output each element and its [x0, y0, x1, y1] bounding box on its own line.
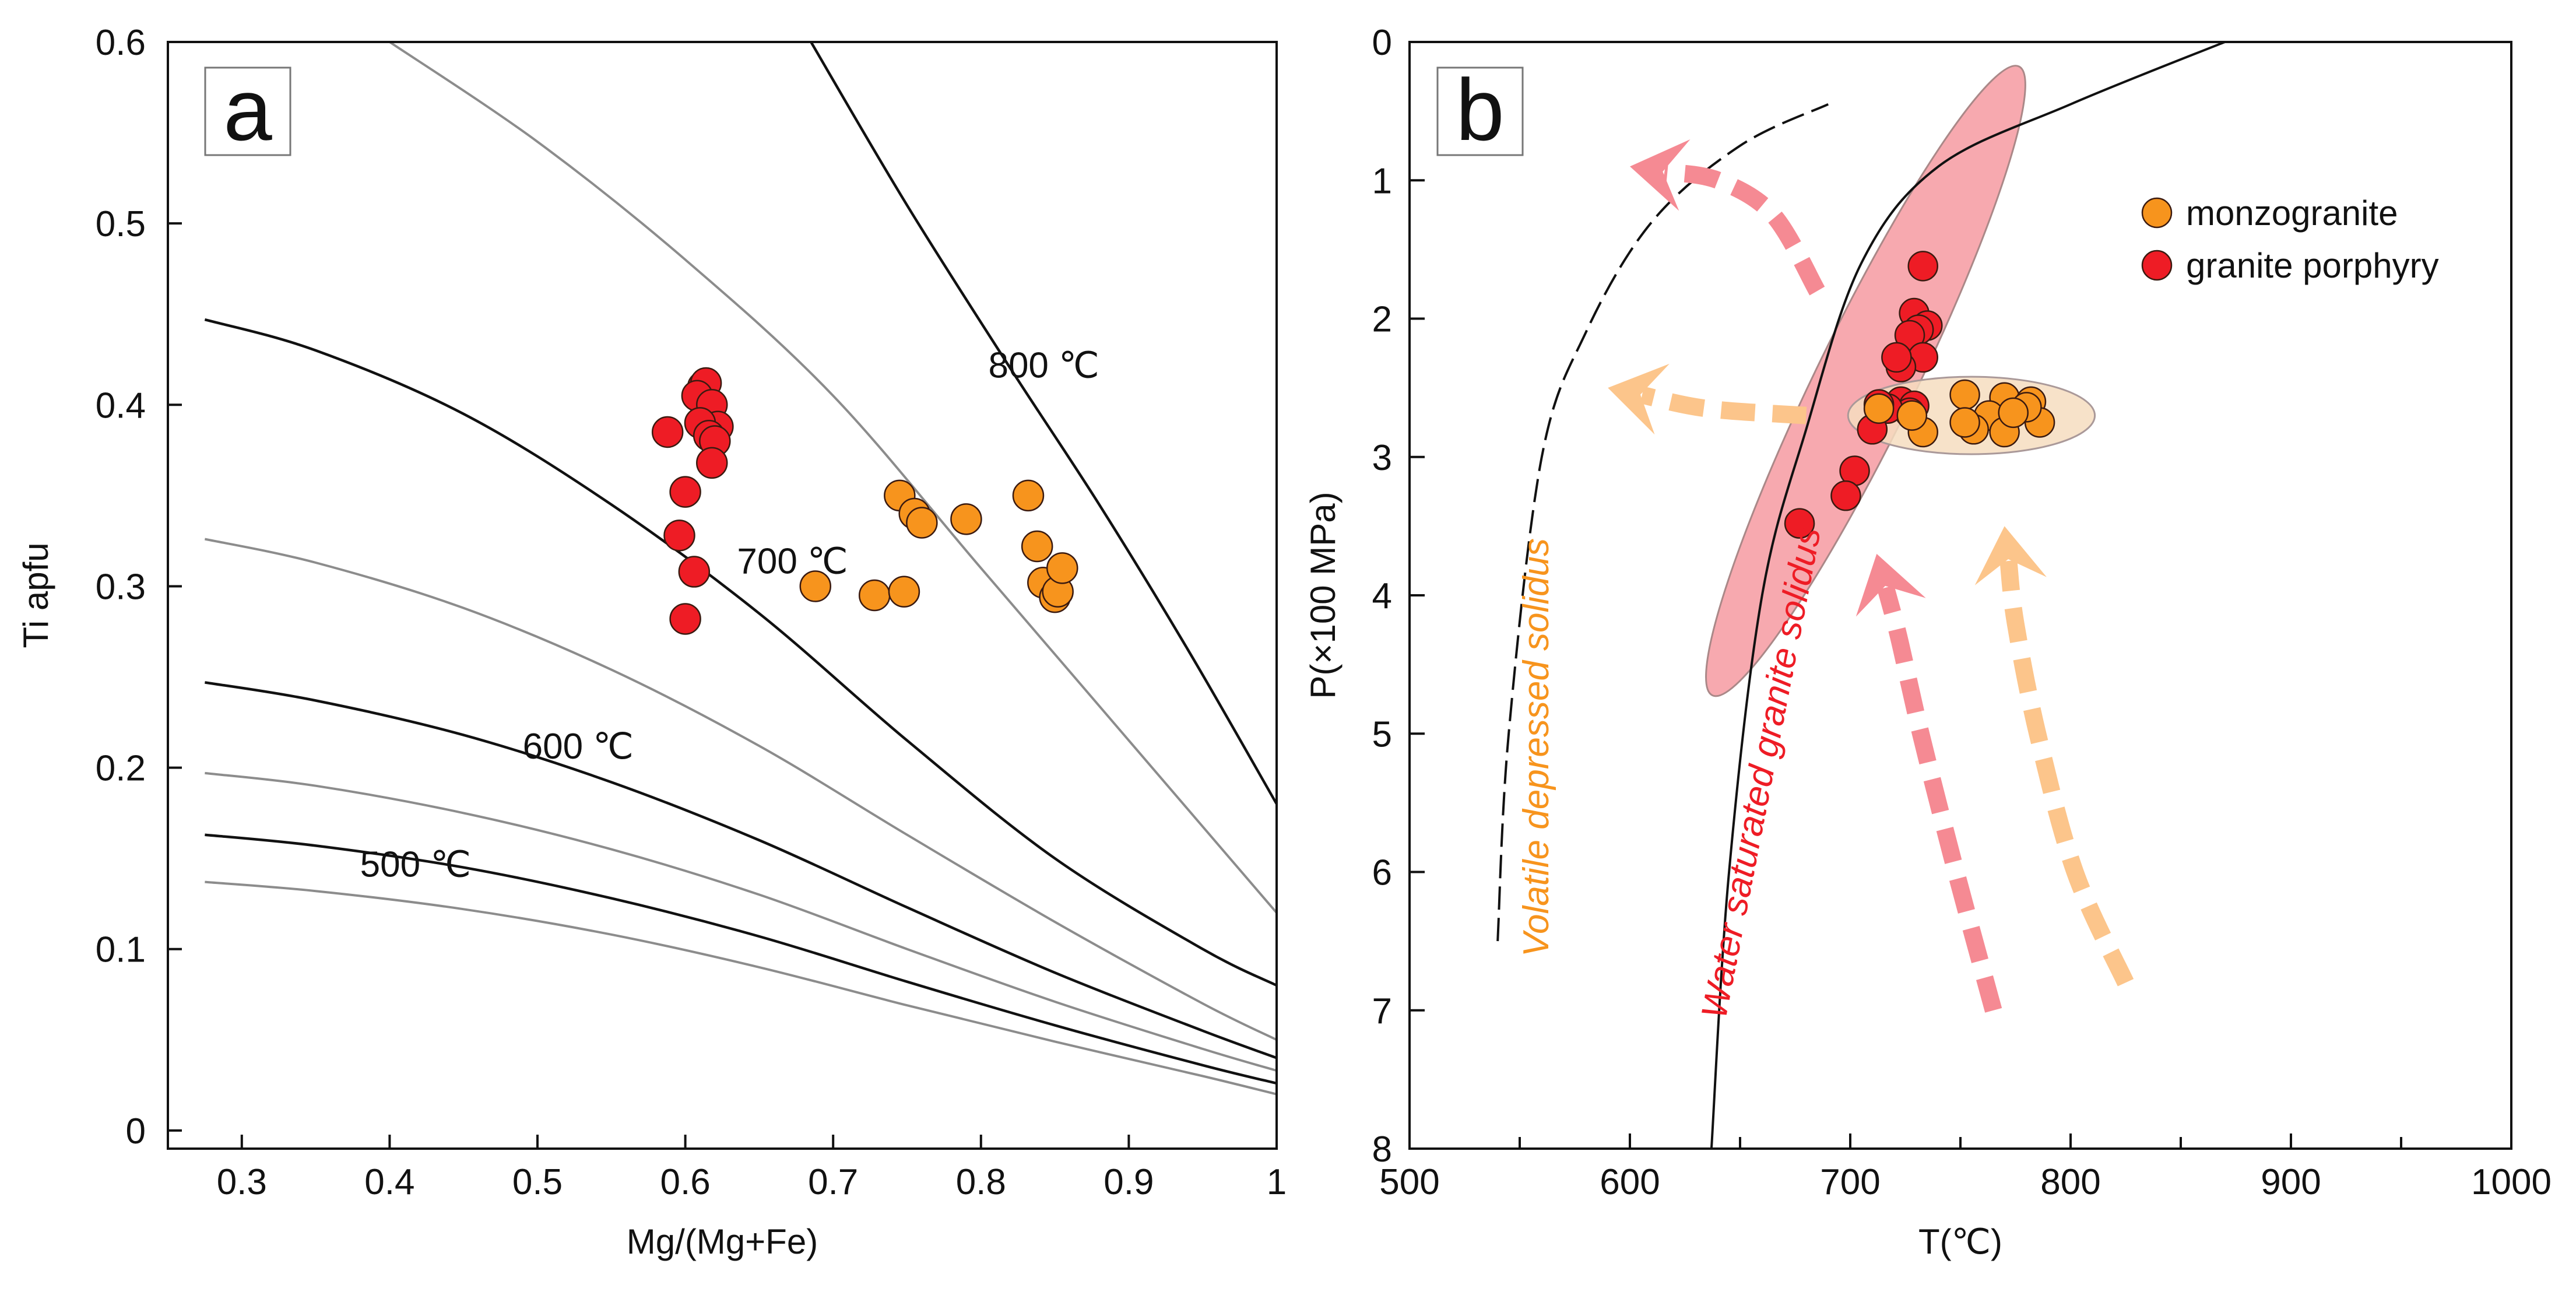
- data-point: [651, 416, 684, 448]
- volatile-depressed-solidus: [1496, 103, 1829, 942]
- panel-a-frame: [167, 41, 1278, 1150]
- panel-label: a: [223, 61, 272, 159]
- y-tick-label: 1: [1372, 161, 1392, 201]
- data-point: [1046, 552, 1078, 584]
- panel-label-box: [204, 66, 291, 156]
- panel-label: b: [1456, 61, 1504, 159]
- isotherm-800-line: [810, 42, 1277, 805]
- series-b-monzogranite: [1863, 379, 2055, 448]
- isotherm-label: 700 ℃: [737, 542, 848, 582]
- isotherm-label: 600 ℃: [523, 727, 634, 767]
- x-tick-label: 0.7: [808, 1162, 858, 1202]
- y-tick-label: 3: [1372, 438, 1392, 478]
- panel-a-isotherms: [204, 42, 1277, 1096]
- y-tick-label: 0.2: [96, 749, 146, 789]
- panel-label-box: [1436, 66, 1524, 156]
- x-tick-label: 900: [2261, 1162, 2321, 1202]
- series-monzogranite: [799, 479, 1078, 613]
- y-axis-title: P(×100 MPa): [1303, 492, 1343, 699]
- water-saturated-solidus: [1710, 42, 2226, 1149]
- x-tick-label: 700: [1820, 1162, 1880, 1202]
- data-point: [695, 447, 728, 479]
- data-point: [1949, 407, 1980, 438]
- arrow-red-lower-shaft: [1877, 585, 2002, 1013]
- y-tick-label: 0.6: [96, 23, 146, 63]
- x-tick-label: 0.8: [956, 1162, 1006, 1202]
- data-point: [663, 520, 695, 552]
- x-tick-label: 500: [1379, 1162, 1439, 1202]
- legend-marker: [2141, 197, 2173, 229]
- arrow-orange-lower-shaft: [1999, 560, 2134, 987]
- data-point: [678, 556, 711, 588]
- data-point: [1998, 397, 2029, 429]
- y-tick-label: 0.3: [96, 567, 146, 607]
- x-tick-label: 0.5: [512, 1162, 563, 1202]
- arrow-orange-lower-head: [1974, 526, 2047, 585]
- x-tick-label: 0.6: [660, 1162, 710, 1202]
- x-tick-label: 1000: [2471, 1162, 2552, 1202]
- legend: monzogranite granite porphyry: [2141, 194, 2439, 285]
- data-point: [1881, 342, 1912, 373]
- arrow-red-lower-head: [1855, 553, 1926, 617]
- arrow-orange-left-head: [1608, 363, 1670, 435]
- panel-b-plot-area: [1496, 42, 2226, 1149]
- isotherm-label: 500 ℃: [360, 844, 471, 885]
- data-point: [669, 476, 701, 508]
- data-point: [1021, 530, 1053, 563]
- isotherm-label: 800 ℃: [988, 346, 1099, 386]
- y-tick-label: 0: [1372, 23, 1392, 63]
- legend-label: granite porphyry: [2186, 246, 2439, 285]
- data-point: [950, 503, 982, 535]
- data-point: [1907, 251, 1938, 282]
- x-axis-title: Mg/(Mg+Fe): [627, 1222, 818, 1261]
- x-tick-label: 0.3: [217, 1162, 267, 1202]
- x-tick-label: 600: [1600, 1162, 1660, 1202]
- x-tick-label: 0.9: [1104, 1162, 1154, 1202]
- x-tick-label: 800: [2040, 1162, 2100, 1202]
- legend-label: monzogranite: [2186, 194, 2398, 233]
- data-point: [888, 575, 920, 608]
- isotherm-600-line: [205, 681, 1277, 1059]
- series-granite-porphyry: [651, 367, 734, 635]
- data-point: [669, 603, 701, 635]
- panel-b: 500 600 700 800 900 1000 0 1 2 3 4 5 6 7 8 T(℃) P(×100 M…: [1303, 23, 2552, 1261]
- isotherm-750-line: [389, 42, 1277, 914]
- panel-a: 0.3 0.4 0.5 0.6 0.7 0.8 0.9 1 0 0.1 0.2 0.3 0.4 0.5 0.…: [16, 23, 1287, 1261]
- isotherm-650-line: [204, 538, 1277, 1041]
- arrow-orange-left-shaft: [1640, 386, 1807, 424]
- data-point: [1830, 480, 1861, 511]
- solidus-annotation: Volatile depressed solidus: [1516, 538, 1556, 957]
- x-axis-title: T(℃): [1918, 1222, 2002, 1261]
- data-point: [1863, 393, 1895, 424]
- data-point: [906, 507, 938, 539]
- y-tick-label: 6: [1372, 853, 1392, 893]
- isotherm-550-line: [205, 771, 1277, 1072]
- y-tick-label: 8: [1372, 1129, 1392, 1170]
- x-tick-label: 1: [1267, 1162, 1287, 1202]
- y-tick-label: 0: [126, 1111, 146, 1152]
- legend-marker: [2141, 250, 2173, 281]
- y-tick-label: 7: [1372, 991, 1392, 1031]
- y-axis-title: Ti apfu: [16, 542, 55, 648]
- y-tick-label: 0.5: [96, 204, 146, 244]
- x-tick-label: 0.4: [364, 1162, 414, 1202]
- y-tick-label: 5: [1372, 714, 1392, 754]
- y-tick-label: 0.1: [96, 930, 146, 970]
- isotherm-450-line: [205, 880, 1277, 1096]
- isotherm-700-line: [204, 318, 1277, 987]
- data-point: [1949, 379, 1980, 410]
- y-tick-label: 4: [1372, 576, 1392, 616]
- arrow-red-upper-shaft: [1663, 163, 1825, 296]
- isotherm-500-line: [205, 833, 1277, 1085]
- data-point: [799, 570, 832, 602]
- data-point: [1012, 479, 1045, 512]
- data-point: [858, 579, 891, 612]
- data-point: [1896, 400, 1928, 431]
- y-tick-label: 2: [1372, 300, 1392, 340]
- data-point: [1784, 508, 1815, 539]
- y-tick-label: 0.4: [96, 385, 146, 426]
- arrow-red-upper-head: [1630, 139, 1691, 211]
